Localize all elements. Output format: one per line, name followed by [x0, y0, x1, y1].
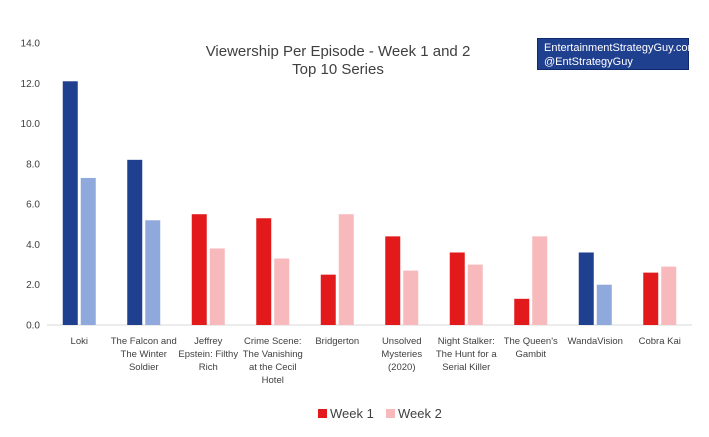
x-category-label: Loki: [71, 336, 88, 347]
y-tick-label: 2.0: [26, 280, 40, 291]
x-category-label: Night Stalker: The Hunt for a Serial Kille…: [436, 336, 497, 373]
y-tick-label: 0.0: [26, 321, 40, 332]
credit-website: EntertainmentStrategyGuy.com: [544, 42, 697, 54]
bar-4-week2: [274, 258, 290, 325]
bar-10-week1: [643, 272, 659, 325]
y-tick-label: 8.0: [26, 159, 40, 170]
x-category-label: The Queen's Gambit: [504, 336, 558, 360]
bar-5-week2: [338, 214, 354, 325]
bar-9-week2: [596, 284, 612, 325]
x-category-label: Unsolved Mysteries (2020): [381, 336, 422, 373]
x-category-label: Crime Scene: The Vanishing at the Cecil Hot…: [243, 336, 303, 386]
legend-label-week1: Week 1: [330, 406, 374, 421]
y-tick-label: 10.0: [21, 119, 41, 130]
bar-8-week1: [514, 298, 530, 325]
y-tick-label: 6.0: [26, 200, 40, 211]
chart-title: Viewership Per Episode - Week 1 and 2Top…: [206, 43, 471, 78]
bar-7-week2: [467, 264, 483, 325]
y-tick-label: 14.0: [21, 39, 41, 50]
chart-title-line-2: Top 10 Series: [292, 61, 384, 78]
legend-swatch-week1: [318, 409, 327, 418]
x-axis-labels: Loki The Falcon and The Winter SoldierJeffr…: [71, 336, 681, 386]
chart-title-line-1: Viewership Per Episode - Week 1 and 2: [206, 43, 471, 60]
bar-1-week1: [62, 81, 78, 326]
bars: [62, 81, 677, 326]
legend-swatch-week2: [386, 409, 395, 418]
legend: Week 1 Week 2: [318, 406, 442, 421]
x-category-label: Cobra Kai: [639, 336, 681, 347]
bar-2-week1: [127, 159, 143, 325]
credit-box: EntertainmentStrategyGuy.com @EntStrateg…: [537, 38, 697, 70]
bar-3-week1: [191, 214, 207, 325]
y-axis: 0.0 2.0 4.0 6.0 8.0 10.0 12.0 14.0: [21, 39, 41, 332]
bar-5-week1: [320, 274, 336, 325]
x-category-label: Bridgerton: [315, 336, 359, 347]
bar-9-week1: [578, 252, 594, 325]
x-category-label: WandaVision: [568, 336, 623, 347]
bar-8-week2: [532, 236, 548, 325]
bar-6-week1: [385, 236, 401, 325]
bar-4-week1: [256, 218, 272, 325]
x-category-label: The Falcon and The Winter Soldier: [111, 336, 177, 373]
x-category-label: Jeffrey Epstein: Filthy Rich: [178, 336, 238, 373]
bar-6-week2: [403, 270, 419, 325]
legend-label-week2: Week 2: [398, 406, 442, 421]
bar-10-week2: [661, 266, 677, 325]
y-tick-label: 12.0: [21, 79, 41, 90]
bar-7-week1: [449, 252, 465, 325]
bar-2-week2: [145, 220, 161, 325]
bar-3-week2: [209, 248, 225, 325]
bar-1-week2: [80, 177, 96, 325]
credit-handle: @EntStrategyGuy: [544, 56, 633, 68]
y-tick-label: 4.0: [26, 240, 40, 251]
